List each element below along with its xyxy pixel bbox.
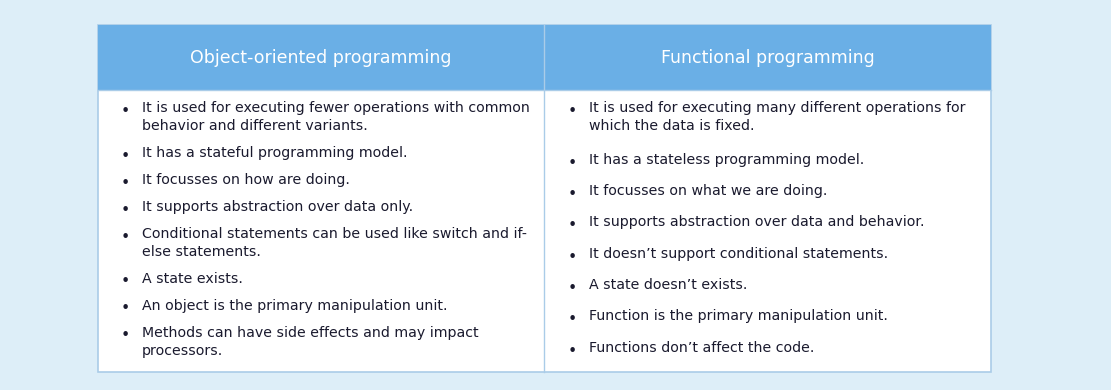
Text: •: • — [568, 250, 577, 265]
Text: It has a stateful programming model.: It has a stateful programming model. — [142, 146, 408, 160]
Text: •: • — [121, 104, 130, 119]
Text: A state exists.: A state exists. — [142, 272, 243, 286]
Text: •: • — [121, 274, 130, 289]
Text: •: • — [121, 301, 130, 316]
Text: •: • — [568, 156, 577, 171]
Text: •: • — [121, 149, 130, 163]
Text: It is used for executing many different operations for
which the data is fixed.: It is used for executing many different … — [589, 101, 965, 133]
Text: It supports abstraction over data only.: It supports abstraction over data only. — [142, 200, 413, 214]
Text: It doesn’t support conditional statements.: It doesn’t support conditional statement… — [589, 247, 888, 261]
Text: A state doesn’t exists.: A state doesn’t exists. — [589, 278, 748, 292]
Text: An object is the primary manipulation unit.: An object is the primary manipulation un… — [142, 299, 448, 313]
Text: Conditional statements can be used like switch and if-
else statements.: Conditional statements can be used like … — [142, 227, 528, 259]
Text: •: • — [121, 203, 130, 218]
Text: It focusses on what we are doing.: It focusses on what we are doing. — [589, 184, 828, 198]
Text: It focusses on how are doing.: It focusses on how are doing. — [142, 173, 350, 187]
Text: •: • — [121, 230, 130, 245]
Text: •: • — [568, 105, 577, 119]
Text: •: • — [568, 281, 577, 296]
Text: Object-oriented programming: Object-oriented programming — [190, 48, 452, 67]
Bar — [98, 25, 544, 90]
Bar — [98, 25, 991, 372]
Text: Functions don’t affect the code.: Functions don’t affect the code. — [589, 340, 814, 355]
Text: Function is the primary manipulation unit.: Function is the primary manipulation uni… — [589, 309, 888, 323]
Text: •: • — [121, 328, 130, 344]
Text: •: • — [568, 218, 577, 234]
Bar — [544, 25, 991, 90]
Text: It has a stateless programming model.: It has a stateless programming model. — [589, 153, 864, 167]
Text: It is used for executing fewer operations with common
behavior and different var: It is used for executing fewer operation… — [142, 101, 530, 133]
Text: Methods can have side effects and may impact
processors.: Methods can have side effects and may im… — [142, 326, 479, 358]
Text: •: • — [568, 187, 577, 202]
Text: •: • — [568, 344, 577, 358]
Text: It supports abstraction over data and behavior.: It supports abstraction over data and be… — [589, 215, 924, 229]
Text: Functional programming: Functional programming — [661, 48, 874, 67]
Text: •: • — [121, 176, 130, 191]
Text: •: • — [568, 312, 577, 327]
